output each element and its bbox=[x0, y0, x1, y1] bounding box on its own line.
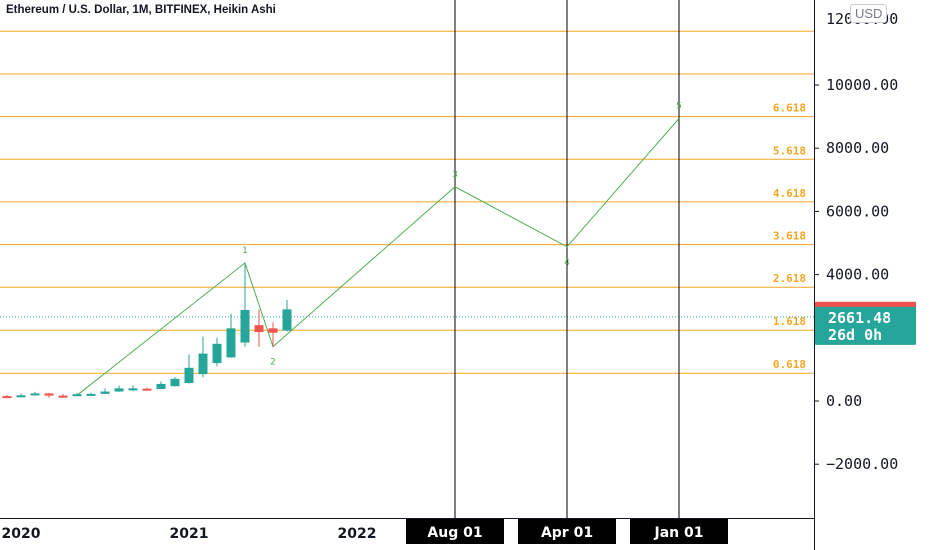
candle-body bbox=[114, 388, 124, 392]
fib-level-label: 4.618 bbox=[773, 187, 806, 200]
candle bbox=[2, 394, 12, 399]
chart-title: Ethereum / U.S. Dollar, 1M, BITFINEX, He… bbox=[6, 4, 276, 16]
time-marker-box bbox=[630, 519, 728, 544]
candle-body bbox=[282, 309, 292, 331]
candle-body bbox=[100, 391, 110, 394]
x-tick-label: 2022 bbox=[338, 526, 377, 542]
candle bbox=[268, 322, 278, 348]
fib-level-label: 3.618 bbox=[773, 230, 806, 243]
candle-body bbox=[240, 309, 250, 343]
fib-level-label: 0.618 bbox=[773, 358, 806, 371]
wave-label: 1 bbox=[242, 246, 248, 256]
y-tick-label: 6000.00 bbox=[826, 202, 889, 220]
candle bbox=[128, 385, 138, 392]
candle bbox=[58, 394, 68, 398]
time-marker-box bbox=[518, 519, 616, 544]
candle-body bbox=[72, 394, 82, 397]
time-marker-box bbox=[406, 519, 504, 544]
fib-level-label: 2.618 bbox=[773, 272, 806, 285]
candle-body bbox=[226, 328, 236, 358]
candle bbox=[254, 309, 264, 347]
candle bbox=[86, 392, 96, 396]
candle-body bbox=[2, 396, 12, 399]
candle bbox=[100, 388, 110, 395]
candle bbox=[44, 392, 54, 398]
candle bbox=[184, 354, 194, 384]
candle bbox=[226, 313, 236, 358]
candle-body bbox=[212, 343, 222, 364]
candle-body bbox=[156, 383, 166, 389]
candle-body bbox=[254, 325, 264, 333]
time-marker-label: Jan 01 bbox=[654, 525, 704, 541]
candle bbox=[198, 336, 208, 378]
candle-body bbox=[170, 378, 180, 387]
candle-body bbox=[16, 395, 26, 398]
currency-button[interactable]: USD bbox=[850, 4, 888, 23]
candle bbox=[212, 337, 222, 367]
y-tick-label: 8000.00 bbox=[826, 139, 889, 157]
candle bbox=[156, 381, 166, 390]
candle-body bbox=[184, 367, 194, 383]
candle-body bbox=[86, 393, 96, 396]
candle bbox=[30, 391, 40, 396]
candle bbox=[282, 299, 292, 332]
candle bbox=[114, 385, 124, 392]
wave-label: 3 bbox=[452, 170, 458, 180]
fib-level-label: 1.618 bbox=[773, 315, 806, 328]
plot-area: 0.618 1.618 2.618 3.618 4.618 5.618 6.618 1 2 3 4 5 bbox=[0, 0, 814, 518]
candle-body bbox=[58, 395, 68, 398]
countdown-label: 26d 0h bbox=[828, 326, 882, 344]
candle-body bbox=[268, 328, 278, 333]
y-tick-label: 10000.00 bbox=[826, 76, 898, 94]
time-marker-label: Aug 01 bbox=[427, 525, 482, 541]
time-marker-label: Apr 01 bbox=[541, 525, 593, 541]
wave-label: 5 bbox=[676, 101, 682, 111]
x-tick-label: 2020 bbox=[2, 526, 41, 542]
fib-level-label: 6.618 bbox=[773, 102, 806, 115]
candle-body bbox=[44, 393, 54, 396]
candle-body bbox=[142, 388, 152, 391]
candle bbox=[142, 387, 152, 391]
price-label-box bbox=[815, 306, 916, 345]
candle-body bbox=[198, 353, 208, 375]
fib-level-label: 5.618 bbox=[773, 144, 806, 157]
candle bbox=[72, 393, 82, 397]
candle-body bbox=[128, 388, 138, 391]
candle-body bbox=[30, 393, 40, 396]
y-tick-label: 0.00 bbox=[826, 392, 862, 410]
y-tick-label: −2000.00 bbox=[826, 455, 898, 473]
candle bbox=[170, 376, 180, 387]
wave-label: 4 bbox=[564, 258, 570, 268]
wave-path bbox=[76, 118, 680, 396]
wave-label: 2 bbox=[270, 358, 276, 368]
price-label-text: 2661.48 bbox=[828, 309, 891, 327]
y-tick-label: 4000.00 bbox=[826, 266, 889, 284]
candle bbox=[240, 262, 250, 347]
x-tick-label: 2021 bbox=[170, 526, 209, 542]
candle bbox=[16, 393, 26, 398]
